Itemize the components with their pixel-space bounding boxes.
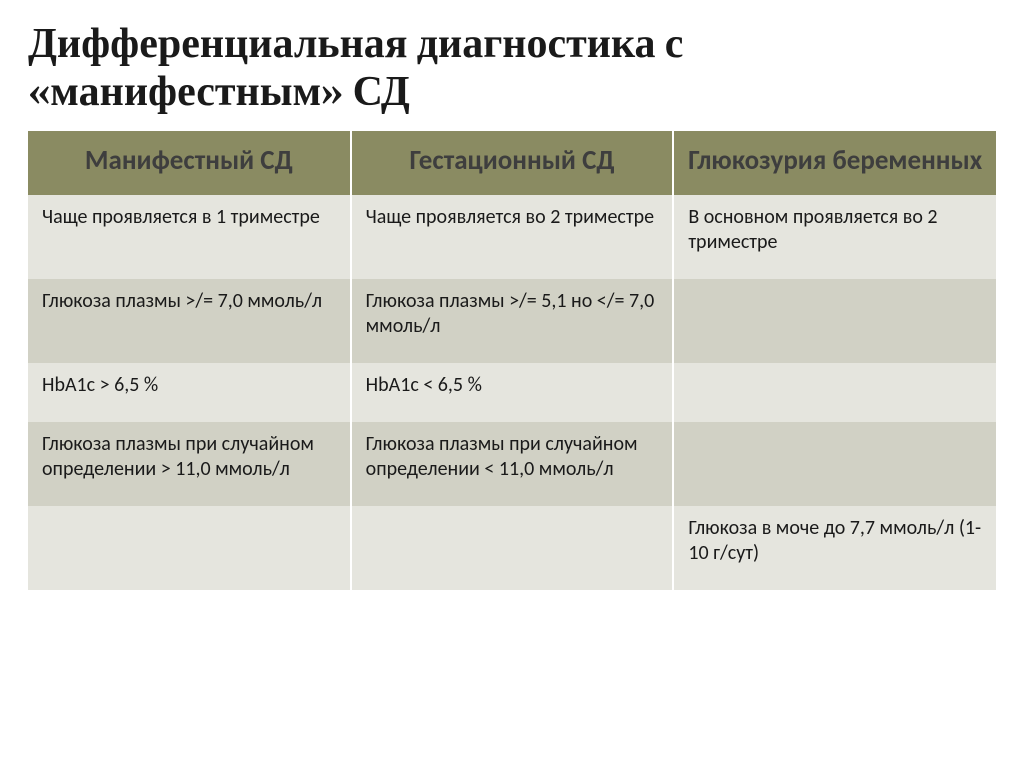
- table-cell: Глюкоза плазмы при случайном определении…: [351, 422, 674, 506]
- table-cell: Чаще проявляется во 2 триместре: [351, 195, 674, 279]
- table-cell: [673, 422, 996, 506]
- col-header-glucosuria: Глюкозурия беременных: [673, 131, 996, 195]
- title-line-2: «манифестным» СД: [28, 67, 410, 116]
- table-cell: Чаще проявляется в 1 триместре: [28, 195, 351, 279]
- col-header-gestational: Гестационный СД: [351, 131, 674, 195]
- table-cell: В основном проявляется во 2 триместре: [673, 195, 996, 279]
- table-cell: [673, 363, 996, 422]
- col-header-manifest: Манифестный СД: [28, 131, 351, 195]
- table-row: HbA1c > 6,5 % HbA1c < 6,5 %: [28, 363, 996, 422]
- table-cell: [28, 506, 351, 590]
- table-cell: [673, 279, 996, 363]
- slide-title: Дифференциальная диагностика с «манифест…: [28, 20, 996, 117]
- table-row: Глюкоза в моче до 7,7 ммоль/л (1-10 г/су…: [28, 506, 996, 590]
- table-row: Глюкоза плазмы при случайном определении…: [28, 422, 996, 506]
- title-line-1: Дифференциальная диагностика с: [28, 19, 683, 68]
- diagnosis-table: Манифестный СД Гестационный СД Глюкозури…: [28, 131, 996, 590]
- table-cell: HbA1c < 6,5 %: [351, 363, 674, 422]
- table-cell: Глюкоза в моче до 7,7 ммоль/л (1-10 г/су…: [673, 506, 996, 590]
- table-cell: [351, 506, 674, 590]
- table-cell: Глюкоза плазмы при случайном определении…: [28, 422, 351, 506]
- table-header-row: Манифестный СД Гестационный СД Глюкозури…: [28, 131, 996, 195]
- table-row: Чаще проявляется в 1 триместре Чаще проя…: [28, 195, 996, 279]
- table-cell: Глюкоза плазмы >/= 5,1 но </= 7,0 ммоль/…: [351, 279, 674, 363]
- table-cell: Глюкоза плазмы >/= 7,0 ммоль/л: [28, 279, 351, 363]
- table-cell: HbA1c > 6,5 %: [28, 363, 351, 422]
- table-row: Глюкоза плазмы >/= 7,0 ммоль/л Глюкоза п…: [28, 279, 996, 363]
